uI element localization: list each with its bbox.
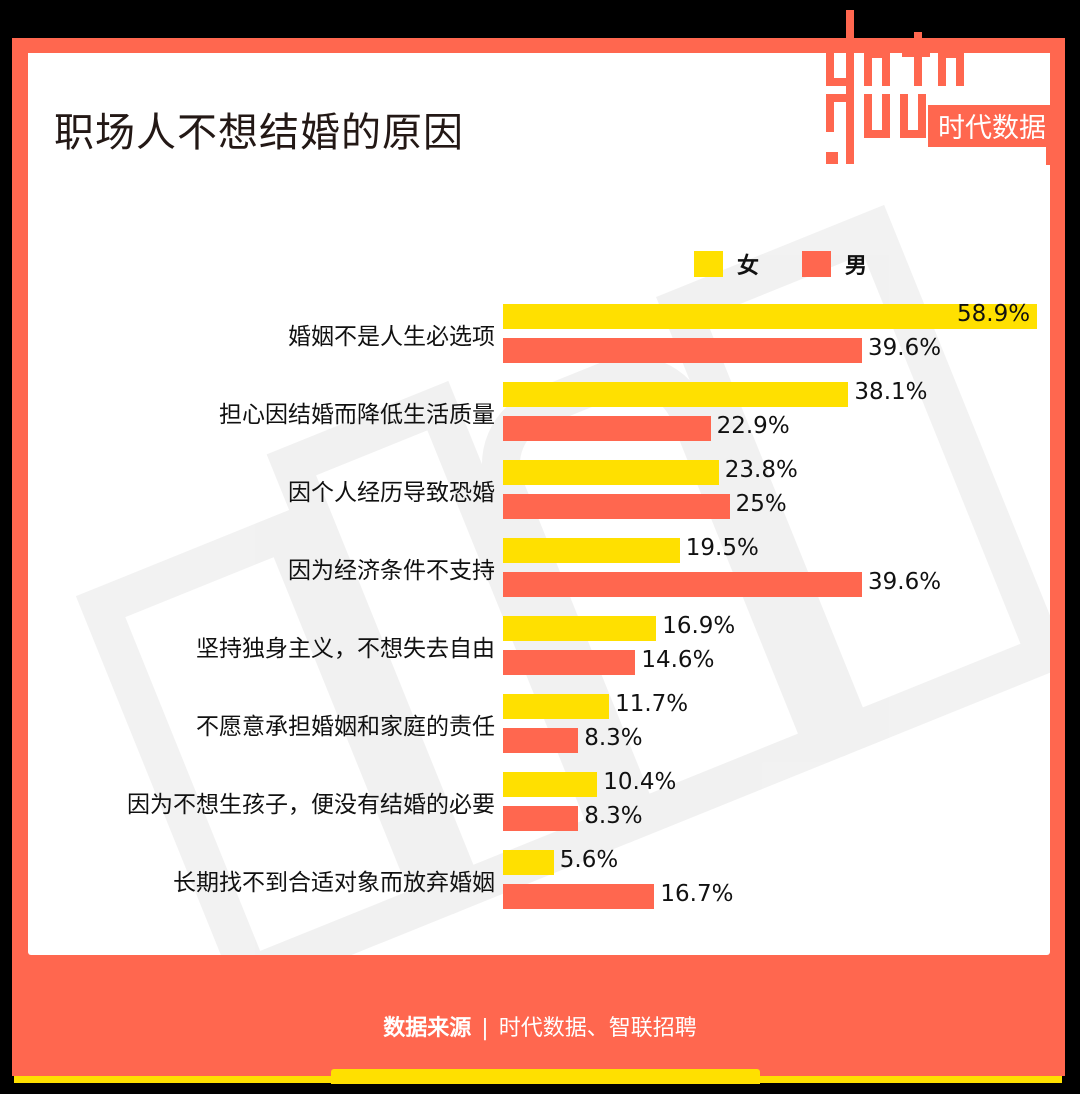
category-label: 不愿意承担婚姻和家庭的责任 (196, 714, 495, 740)
legend-label-female: 女 (737, 254, 760, 279)
value-label: 16.7% (660, 881, 734, 907)
bar-female (503, 616, 657, 641)
bar-female (503, 694, 610, 719)
category-label: 因个人经历导致恐婚 (288, 480, 495, 506)
value-label: 19.5% (685, 535, 759, 561)
bar-female (503, 772, 598, 797)
datagoo-logo-icon: 时代数据 (818, 10, 1058, 165)
category-label: 坚持独身主义，不想失去自由 (196, 636, 495, 662)
value-label: 25% (735, 491, 787, 517)
bar-male (503, 338, 863, 363)
bar-male (503, 416, 711, 441)
value-label: 23.8% (724, 457, 798, 483)
value-label: 16.9% (662, 613, 736, 639)
source-value: 时代数据、智联招聘 (498, 1016, 697, 1041)
bar-female (503, 538, 680, 563)
value-label: 10.4% (603, 769, 677, 795)
value-label: 8.3% (584, 803, 643, 829)
value-label: 8.3% (584, 725, 643, 751)
source-separator: | (481, 1016, 489, 1041)
value-label: 14.6% (641, 647, 715, 673)
legend-label-male: 男 (845, 254, 868, 279)
category-label: 长期找不到合适对象而放弃婚姻 (173, 870, 495, 896)
value-label: 11.7% (615, 691, 689, 717)
category-label: 担心因结婚而降低生活质量 (219, 402, 495, 428)
footer-source: 数据来源 | 时代数据、智联招聘 (0, 1010, 1080, 1042)
bar-male (503, 494, 730, 519)
bar-male (503, 884, 655, 909)
bar-female (503, 460, 719, 485)
value-label: 58.9% (957, 301, 1031, 327)
bar-female (503, 382, 849, 407)
category-label: 因为经济条件不支持 (288, 558, 495, 584)
bar-male (503, 572, 863, 597)
legend-swatch-female (694, 251, 723, 277)
category-label: 婚姻不是人生必选项 (288, 324, 495, 350)
legend-item-female: 女 (694, 248, 759, 280)
bar-female (503, 304, 1037, 329)
bar-male (503, 650, 636, 675)
bar-male (503, 728, 579, 753)
legend-swatch-male (802, 251, 831, 277)
svg-text:时代数据: 时代数据 (938, 113, 1046, 144)
bar-female (503, 850, 554, 875)
source-label: 数据来源 (383, 1016, 472, 1041)
value-label: 39.6% (868, 569, 942, 595)
bar-male (503, 806, 579, 831)
value-label: 39.6% (868, 335, 942, 361)
value-label: 22.9% (716, 413, 790, 439)
value-label: 5.6% (559, 847, 619, 873)
chart-title: 职场人不想结婚的原因 (54, 110, 464, 156)
value-label: 38.1% (854, 379, 928, 405)
legend-item-male: 男 (802, 248, 867, 280)
category-label: 因为不想生孩子，便没有结婚的必要 (127, 792, 495, 818)
bottom-tab (331, 1069, 760, 1084)
